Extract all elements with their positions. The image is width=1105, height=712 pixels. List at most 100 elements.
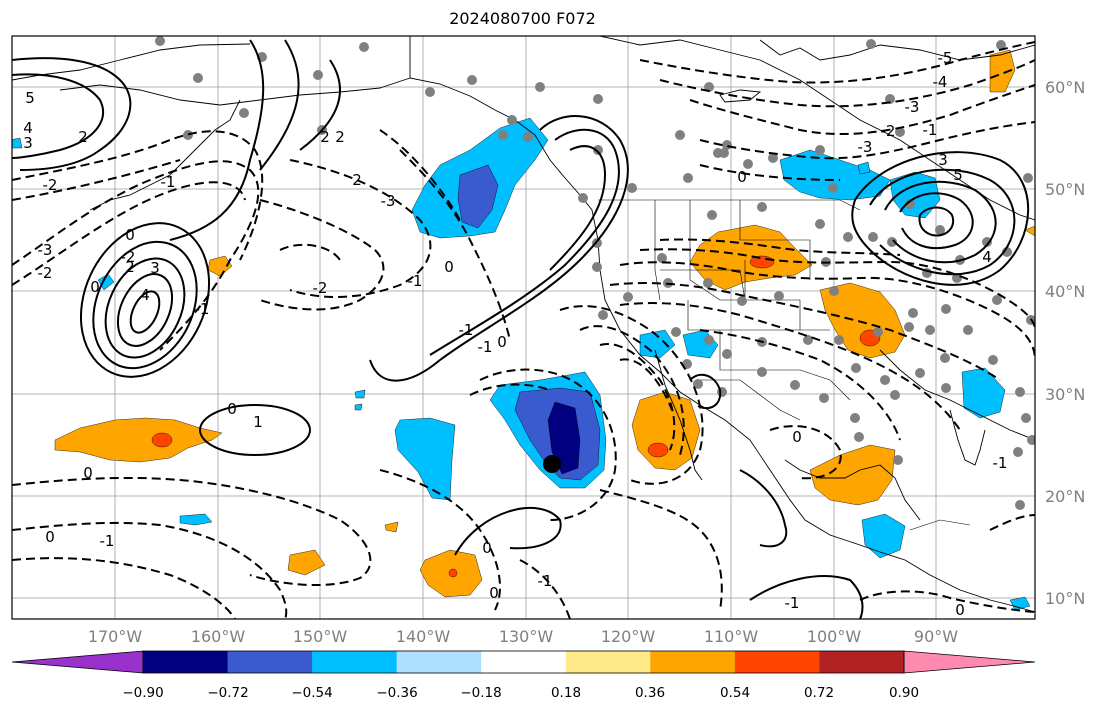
colorbar-segments	[143, 651, 905, 673]
colorbar-segment	[481, 651, 567, 673]
lon-label: 160°W	[191, 627, 246, 646]
station-markers	[155, 36, 1035, 510]
colorbar-tick-labels: −0.90 −0.72 −0.54 −0.36 −0.18 0.18 0.36 …	[122, 685, 919, 701]
contour-label: 5	[953, 166, 963, 184]
lat-label: 60°N	[1045, 78, 1085, 97]
contour-label: 3	[150, 259, 160, 277]
lon-label: 130°W	[499, 627, 554, 646]
colorbar-segment	[227, 651, 313, 673]
contour-label: -1	[993, 454, 1008, 472]
contour-label: -3	[38, 241, 53, 259]
lon-label: 140°W	[396, 627, 451, 646]
contour-label: -2	[121, 248, 136, 266]
contour-label: -1	[195, 300, 210, 318]
colorbar-tick-label: −0.54	[291, 685, 332, 701]
latitude-axis-labels: 60°N 50°N 40°N 30°N 20°N 10°N	[1045, 78, 1085, 608]
map-title: 2024080700 F072	[449, 9, 596, 28]
colorbar-segment	[734, 651, 820, 673]
contour-label: 0	[737, 168, 747, 186]
contour-label: 0	[227, 400, 237, 418]
contour-label: 3	[23, 134, 33, 152]
contour-label: -1	[100, 532, 115, 550]
contour-label: 0	[497, 333, 507, 351]
colorbar-tick-label: 0.90	[889, 685, 919, 701]
contour-label: 0	[125, 226, 135, 244]
lat-label: 50°N	[1045, 180, 1085, 199]
contour-label: -3	[858, 138, 873, 156]
dashed-contours	[12, 41, 1035, 619]
contour-label: -1	[785, 594, 800, 612]
map-plot-area: 5 4 3 2 2 2 -2 -2 2 -3 -1 0 -3 -2 -1 0 2…	[12, 36, 1035, 619]
colorbar-min-extension	[11, 650, 144, 674]
contour-label: 0	[955, 601, 965, 619]
reference-point-marker	[543, 455, 561, 473]
contour-label: 3	[938, 151, 948, 169]
solid-contours	[12, 39, 1030, 619]
contour-label: 1	[253, 413, 263, 431]
lon-label: 110°W	[704, 627, 759, 646]
longitude-axis-labels: 170°W 160°W 150°W 140°W 130°W 120°W 110°…	[88, 627, 958, 646]
lat-label: 10°N	[1045, 589, 1085, 608]
contour-label: 2	[335, 128, 345, 146]
contour-label: 0	[482, 539, 492, 557]
colorbar-segment	[312, 651, 398, 673]
contour-label: -2	[38, 264, 53, 282]
contour-label: -2	[313, 279, 328, 297]
contour-label: -2	[43, 176, 58, 194]
lat-label: 40°N	[1045, 282, 1085, 301]
contour-label: -3	[905, 98, 920, 116]
contour-label: -1	[478, 338, 493, 356]
lon-label: 100°W	[807, 627, 862, 646]
contour-label: -3	[381, 192, 396, 210]
colorbar-tick-label: 0.54	[720, 685, 750, 701]
colorbar-tick-label: −0.72	[207, 685, 248, 701]
contour-labels: 5 4 3 2 2 2 -2 -2 2 -3 -1 0 -3 -2 -1 0 2…	[23, 49, 1007, 619]
map-frame	[11, 35, 1036, 620]
colorbar-outline	[142, 650, 905, 674]
contour-label: 4	[140, 286, 150, 304]
contour-label: 2	[125, 258, 135, 276]
contour-label: -5	[938, 49, 953, 67]
contour-label: 0	[444, 258, 454, 276]
contour-label: -1	[459, 321, 474, 339]
contour-label: -1	[923, 121, 938, 139]
contour-label: -1	[538, 572, 553, 590]
contour-label: 0	[83, 464, 93, 482]
contour-label: 4	[982, 248, 992, 266]
political-borders	[598, 199, 971, 531]
lon-label: 90°W	[914, 627, 958, 646]
colorbar-segment	[396, 651, 482, 673]
colorbar-max-extension	[903, 650, 1036, 674]
contour-label: 0	[792, 428, 802, 446]
shaded-anomaly-fields	[12, 49, 1035, 611]
contour-label: 2	[78, 128, 88, 146]
colorbar-segment	[565, 651, 651, 673]
colorbar-segment	[650, 651, 736, 673]
lat-label: 30°N	[1045, 385, 1085, 404]
colorbar-segment	[819, 651, 905, 673]
lon-label: 120°W	[601, 627, 656, 646]
contour-label: -4	[933, 73, 948, 91]
colorbar-tick-label: −0.90	[122, 685, 163, 701]
contour-label: 2	[320, 128, 330, 146]
lon-label: 150°W	[293, 627, 348, 646]
colorbar: −0.90 −0.72 −0.54 −0.36 −0.18 0.18 0.36 …	[11, 650, 1036, 701]
contour-label: 2	[352, 171, 362, 189]
lon-label: 170°W	[88, 627, 143, 646]
coastlines	[12, 36, 1035, 613]
colorbar-segment	[143, 651, 229, 673]
contour-label: -2	[881, 122, 896, 140]
contour-label: 0	[90, 278, 100, 296]
contour-label: 5	[25, 89, 35, 107]
contour-label: -1	[408, 272, 423, 290]
colorbar-tick-label: 0.36	[635, 685, 665, 701]
contour-label: 0	[45, 528, 55, 546]
colorbar-tick-label: 0.18	[551, 685, 581, 701]
colorbar-tick-label: −0.36	[376, 685, 417, 701]
contour-label: 0	[489, 584, 499, 602]
contour-label: 4	[23, 119, 33, 137]
contour-label: -1	[161, 173, 176, 191]
colorbar-tick-label: −0.18	[460, 685, 501, 701]
colorbar-tick-label: 0.72	[804, 685, 834, 701]
